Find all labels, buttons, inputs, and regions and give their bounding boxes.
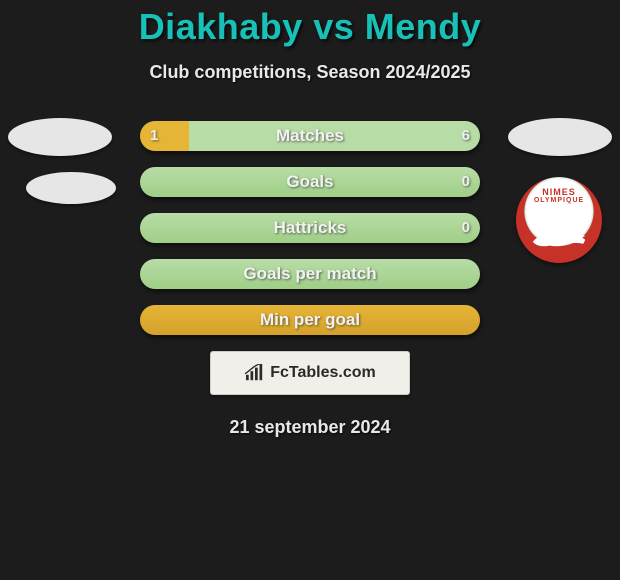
stat-bar: 0Hattricks — [140, 213, 480, 243]
bar-chart-icon — [244, 364, 266, 382]
bar-label: Min per goal — [140, 305, 480, 335]
stat-bar: 0Goals — [140, 167, 480, 197]
bar-label: Goals per match — [140, 259, 480, 289]
bar-label: Goals — [140, 167, 480, 197]
bar-label: Matches — [140, 121, 480, 151]
bar-label: Hattricks — [140, 213, 480, 243]
date-text: 21 september 2024 — [0, 417, 620, 438]
comparison-chart: 16Matches 0Goals 0Hattricks Goals per match… — [0, 121, 620, 335]
brand-badge: FcTables.com — [210, 351, 410, 395]
stat-bar: 16Matches — [140, 121, 480, 151]
stat-bar: Min per goal — [140, 305, 480, 335]
page-title: Diakhaby vs Mendy — [0, 0, 620, 48]
stat-bar: Goals per match — [140, 259, 480, 289]
brand-text: FcTables.com — [270, 364, 376, 382]
subtitle: Club competitions, Season 2024/2025 — [0, 62, 620, 83]
